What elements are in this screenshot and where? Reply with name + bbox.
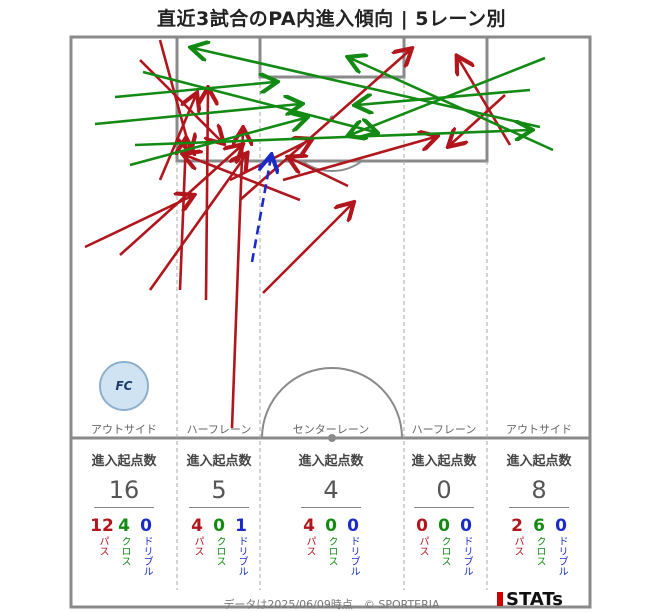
- lane-label-halfspace-left: ハーフレーン: [186, 423, 252, 436]
- pass-arrow: [158, 39, 190, 150]
- pass-label: パス: [192, 536, 203, 556]
- center-spot: [328, 434, 336, 442]
- dribble-label: ドリブル: [461, 536, 472, 576]
- page-title: 直近3試合のPA内進入傾向 | 5レーン別: [156, 8, 507, 30]
- stat-heading: 進入起点数: [91, 454, 157, 469]
- cross-count: 0: [213, 516, 225, 536]
- lane-label-halfspace-right: ハーフレーン: [411, 423, 477, 436]
- brand-text: STATs: [506, 589, 563, 610]
- dribble-count: 1: [235, 516, 247, 536]
- pass-label: パス: [512, 536, 523, 556]
- dribble-count: 0: [140, 516, 152, 536]
- lane-stats-halfspace-right: 進入起点数 0 0 パス 0 クロス 0 ドリブル: [401, 450, 487, 576]
- lane-label-center: センターレーン: [292, 423, 370, 436]
- lane-stats-center: 進入起点数 4 4 パス 0 クロス 0 ドリブル: [288, 450, 374, 576]
- entry-total: 8: [531, 476, 547, 504]
- dribble-label: ドリブル: [141, 536, 152, 576]
- brand-logo: STATs: [497, 589, 563, 610]
- pass-count: 12: [90, 516, 114, 536]
- cross-arrows: [94, 48, 554, 167]
- cross-label: クロス: [439, 536, 450, 566]
- dribble-count: 0: [460, 516, 472, 536]
- cross-arrow: [193, 48, 541, 129]
- pass-arrow: [148, 155, 246, 291]
- lane-stats-outside-right: 進入起点数 8 2 パス 6 クロス 0 ドリブル: [496, 450, 582, 576]
- pass-label: パス: [304, 536, 315, 556]
- pass-count: 4: [303, 516, 315, 536]
- pass-label: パス: [417, 536, 428, 556]
- pass-arrow: [185, 155, 301, 202]
- brand-mark-icon: [497, 592, 503, 606]
- dribble-arrows: [250, 157, 271, 263]
- pass-arrow: [206, 90, 208, 301]
- cross-label: クロス: [534, 536, 545, 566]
- cross-arrow: [142, 70, 375, 132]
- entry-total: 0: [436, 476, 452, 504]
- cross-label: クロス: [214, 536, 225, 566]
- cross-arrow: [114, 82, 275, 99]
- pass-arrow: [230, 130, 243, 429]
- dribble-label: ドリブル: [348, 536, 359, 576]
- cross-label: クロス: [326, 536, 337, 566]
- dribble-count: 0: [347, 516, 359, 536]
- pass-count: 4: [191, 516, 203, 536]
- cross-label: クロス: [119, 536, 130, 566]
- stat-heading: 進入起点数: [298, 454, 364, 469]
- footer-note: データは2025/06/09時点 © SPORTERIA: [223, 598, 440, 611]
- dribble-label: ドリブル: [556, 536, 567, 576]
- club-logo: FC: [99, 361, 149, 411]
- pass-count: 2: [511, 516, 523, 536]
- cross-arrow: [94, 104, 300, 126]
- cross-count: 4: [118, 516, 130, 536]
- lane-stats-outside-left: 進入起点数 16 12 パス 4 クロス 0 ドリブル: [81, 450, 167, 576]
- cross-count: 6: [533, 516, 545, 536]
- lane-label-outside-right: アウトサイド: [506, 423, 572, 436]
- dribble-label: ドリブル: [236, 536, 247, 576]
- pass-arrow: [450, 94, 506, 145]
- pass-arrow: [262, 204, 352, 294]
- entry-total: 4: [323, 476, 339, 504]
- stat-heading: 進入起点数: [506, 454, 572, 469]
- lane-stats-halfspace-left: 進入起点数 5 4 パス 0 クロス 1 ドリブル: [176, 450, 262, 576]
- cross-count: 0: [325, 516, 337, 536]
- cross-arrow: [357, 88, 531, 105]
- pass-arrow: [282, 137, 435, 182]
- cross-count: 0: [438, 516, 450, 536]
- pass-arrow: [290, 158, 349, 188]
- pass-arrow: [119, 146, 241, 256]
- cross-arrow: [134, 130, 530, 147]
- pass-count: 0: [416, 516, 428, 536]
- pass-label: パス: [97, 536, 108, 556]
- stat-heading: 進入起点数: [186, 454, 252, 469]
- entry-total: 5: [211, 476, 227, 504]
- entry-total: 16: [108, 476, 140, 504]
- dribble-arrow: [250, 157, 271, 263]
- dribble-count: 0: [555, 516, 567, 536]
- lane-label-outside-left: アウトサイド: [91, 423, 157, 436]
- stat-heading: 進入起点数: [411, 454, 477, 469]
